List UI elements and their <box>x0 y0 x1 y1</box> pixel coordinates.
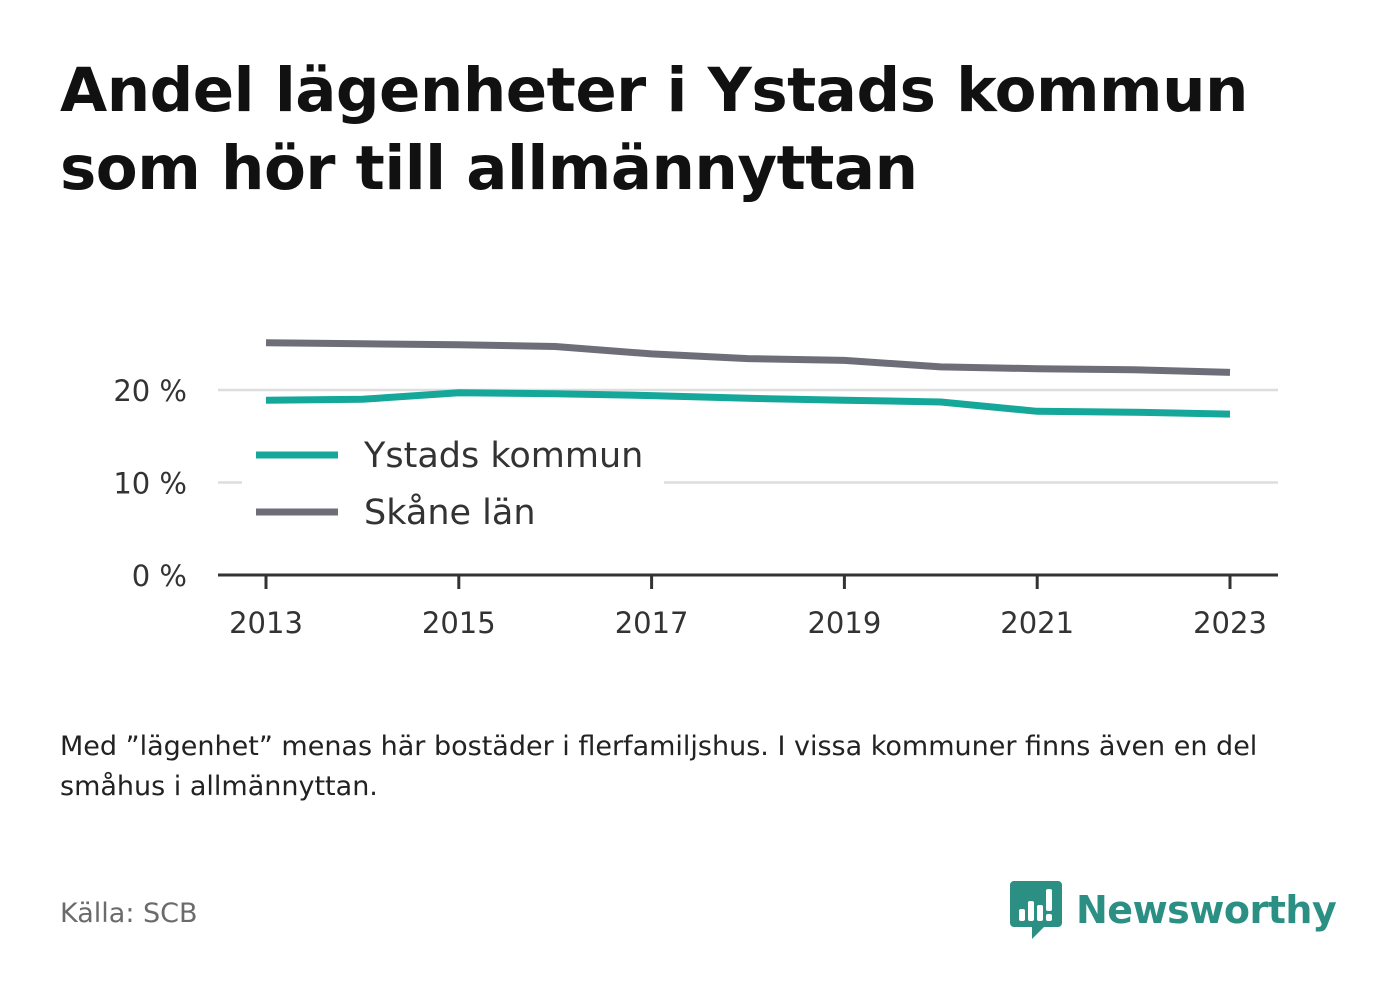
series-line-0 <box>265 389 1231 418</box>
series-line-1 <box>265 339 1231 376</box>
series-lines <box>265 339 1231 418</box>
line-chart: 0 % 10 % 20 % 2013 2015 2017 2019 2021 2023 Yst… <box>113 339 1278 640</box>
source-label: Källa: SCB <box>60 898 198 929</box>
x-tick-label: 2021 <box>1000 606 1074 640</box>
legend: Ystads kommun Skåne län <box>242 425 664 545</box>
x-tick-label: 2015 <box>422 606 496 640</box>
legend-background <box>242 425 664 545</box>
brand-logo: Newsworthy <box>1010 878 1337 942</box>
x-tick-label: 2019 <box>807 606 881 640</box>
legend-label-0: Ystads kommun <box>363 436 643 476</box>
newsworthy-logo-icon <box>1010 881 1062 939</box>
brand-name: Newsworthy <box>1076 888 1337 932</box>
chart-note: Med ”lägenhet” menas här bostäder i fler… <box>60 731 1258 802</box>
y-tick-label: 0 % <box>132 559 187 593</box>
chart-title: Andel lägenheter i Ystads kommun som hör… <box>60 55 1248 204</box>
x-tick-label: 2013 <box>229 606 303 640</box>
y-tick-label: 10 % <box>113 467 187 501</box>
x-axis: 2013 2015 2017 2019 2021 2023 <box>218 573 1278 640</box>
legend-label-1: Skåne län <box>364 492 536 533</box>
x-tick-label: 2023 <box>1193 606 1267 640</box>
y-axis-ticks: 0 % 10 % 20 % <box>113 374 187 593</box>
y-tick-label: 20 % <box>113 374 187 408</box>
x-tick-label: 2017 <box>615 606 689 640</box>
